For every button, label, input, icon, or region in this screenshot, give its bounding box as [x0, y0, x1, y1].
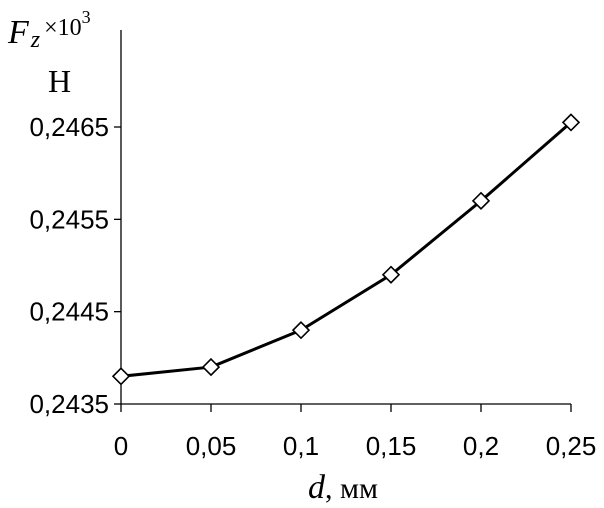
y-axis-symbol: F — [7, 14, 30, 51]
x-tick-label: 0,05 — [186, 431, 237, 461]
y-tick-label: 0,2435 — [29, 389, 109, 419]
x-tick-label: 0,1 — [283, 431, 319, 461]
data-point-marker — [471, 191, 491, 210]
svg-text:Fz×103: Fz ×103 — [7, 7, 91, 53]
x-tick-label: 0,15 — [366, 431, 417, 461]
y-tick-label: 0,2455 — [29, 204, 109, 234]
x-axis-symbol: d — [308, 469, 326, 506]
x-axis-title: d, мм — [308, 469, 378, 506]
data-point-marker — [201, 357, 221, 377]
data-point-marker — [111, 367, 131, 386]
y-axis-exponent: 3 — [82, 7, 91, 27]
svg-text:d, мм: d, мм — [308, 469, 378, 506]
y-axis-unit: Н — [48, 63, 71, 99]
y-tick-labels: 0,2435 0,2445 0,2455 0,2465 — [29, 112, 109, 419]
x-tick-label: 0,2 — [463, 431, 499, 461]
y-axis-subscript: z — [30, 27, 41, 53]
y-axis-title: Fz ×103 Н — [7, 7, 91, 99]
axes — [114, 30, 572, 412]
series — [111, 113, 581, 386]
x-tick-labels: 0 0,05 0,1 0,15 0,2 0,25 — [114, 431, 597, 461]
x-tick-label: 0,25 — [546, 431, 597, 461]
y-tick-label: 0,2445 — [29, 297, 109, 327]
series-line — [120, 121, 572, 378]
x-axis-unit: , мм — [325, 472, 378, 505]
y-tick-label: 0,2465 — [29, 112, 109, 142]
data-point-marker — [381, 265, 401, 284]
data-point-marker — [561, 113, 581, 132]
x-tick-label: 0 — [114, 431, 128, 461]
y-axis-multiplier: ×10 — [44, 15, 82, 41]
data-point-marker — [291, 321, 311, 340]
